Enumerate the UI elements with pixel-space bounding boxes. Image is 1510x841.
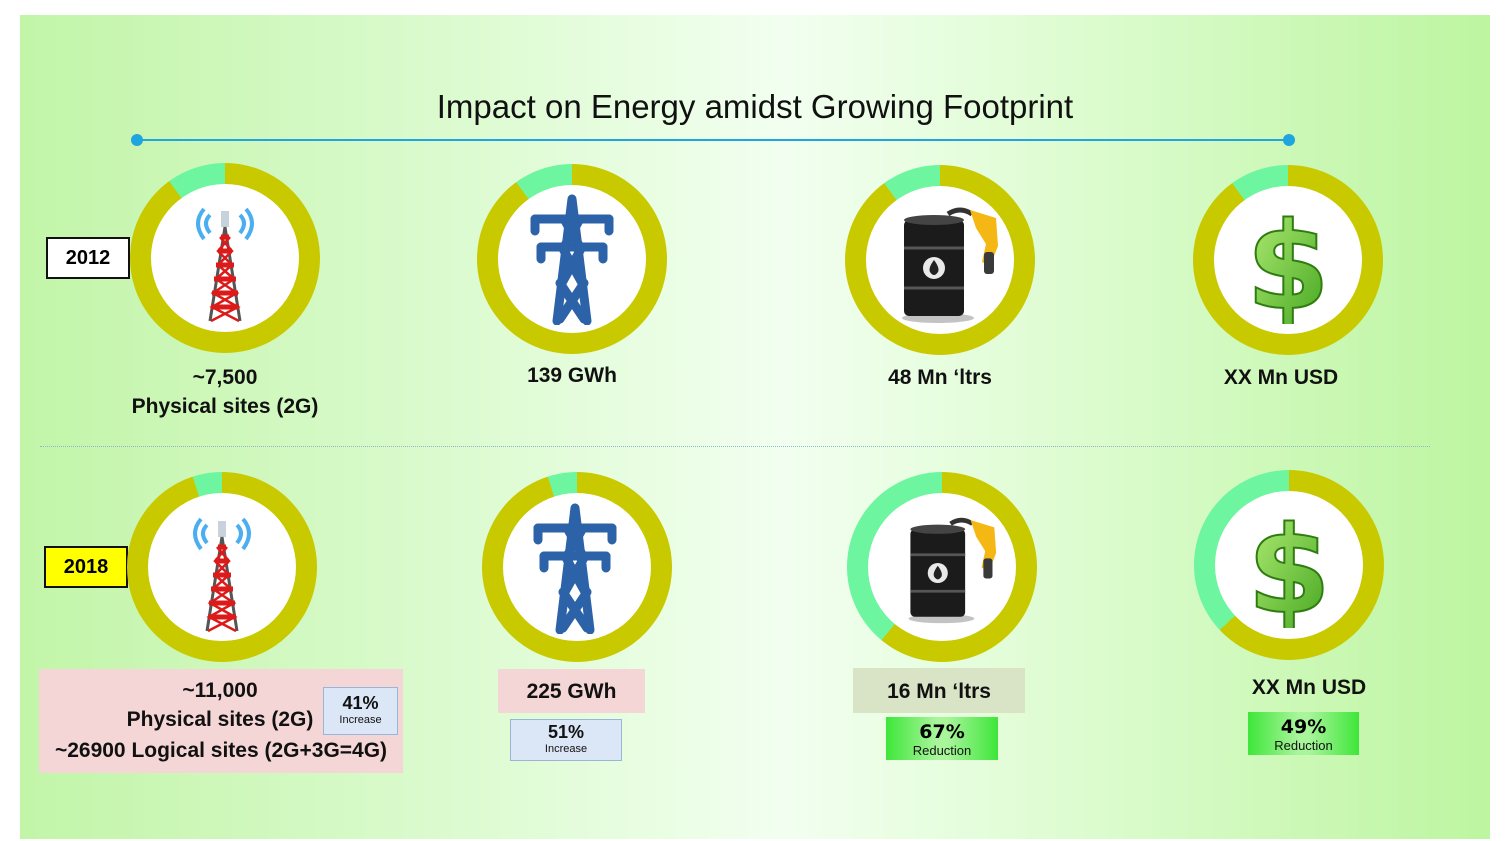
oil-barrel-icon [894, 511, 1008, 630]
badge-value: 41% [342, 693, 379, 713]
energy-change-badge: 51% Increase [510, 719, 622, 761]
year-label-2018: 2018 [44, 546, 128, 588]
cell-tower-icon [180, 193, 270, 330]
badge-text: Increase [544, 743, 588, 755]
row-divider [40, 446, 1430, 447]
cost-change-badge: 49% Reduction [1248, 712, 1359, 755]
energy-label-2018: 225 GWh [526, 680, 617, 703]
sites-type: Physical sites (2G) [126, 708, 314, 731]
diesel-change-badge: 67% Reduction [886, 717, 998, 760]
badge-text: Increase [339, 714, 382, 726]
sites-label-2018: ~11,000 Physical sites (2G) [60, 676, 380, 734]
diesel-label-2018: 16 Mn ‘ltrs [887, 680, 991, 703]
timeline-line [137, 139, 1289, 141]
cell-tower-icon [177, 503, 267, 640]
timeline-dot-left [131, 134, 143, 146]
sites-change-badge: 41% Increase [323, 687, 398, 735]
logical-sites-label: ~26900 Logical sites (2G+3G=4G) [54, 739, 388, 762]
diesel-box-2018 [853, 668, 1025, 713]
oil-barrel-icon [886, 200, 1011, 330]
dollar-icon: $ [1242, 197, 1334, 338]
diesel-label-2012: 48 Mn ‘ltrs [888, 366, 992, 389]
badge-value: 49% [1280, 716, 1327, 738]
badge-text: Reduction [912, 743, 972, 758]
slide: Impact on Energy amidst Growing Footprin… [20, 15, 1490, 839]
svg-text:$: $ [1247, 502, 1331, 628]
energy-label-2012: 139 GWh [527, 364, 617, 387]
badge-value: 67% [919, 721, 965, 743]
sites-count: ~11,000 [182, 679, 258, 702]
badge-text: Reduction [1274, 738, 1333, 753]
timeline-dot-right [1283, 134, 1295, 146]
power-pylon-icon [530, 502, 620, 639]
year-label-2012: 2012 [46, 237, 130, 279]
svg-text:$: $ [1246, 198, 1330, 324]
sites-type: Physical sites (2G) [131, 395, 319, 418]
slide-title: Impact on Energy amidst Growing Footprin… [436, 88, 1074, 125]
sites-count: ~7,500 [192, 366, 258, 389]
sites-label-2012: ~7,500 Physical sites (2G) [125, 363, 325, 421]
donut-cost-2012 [1193, 165, 1383, 355]
energy-box-2018 [498, 669, 645, 713]
power-pylon-icon [527, 193, 617, 330]
badge-value: 51% [547, 722, 585, 742]
donut-cost-2018 [1194, 470, 1384, 660]
cost-label-2012: XX Mn USD [1223, 366, 1339, 389]
cost-label-2018: XX Mn USD [1251, 676, 1367, 699]
dollar-icon: $ [1243, 501, 1335, 642]
